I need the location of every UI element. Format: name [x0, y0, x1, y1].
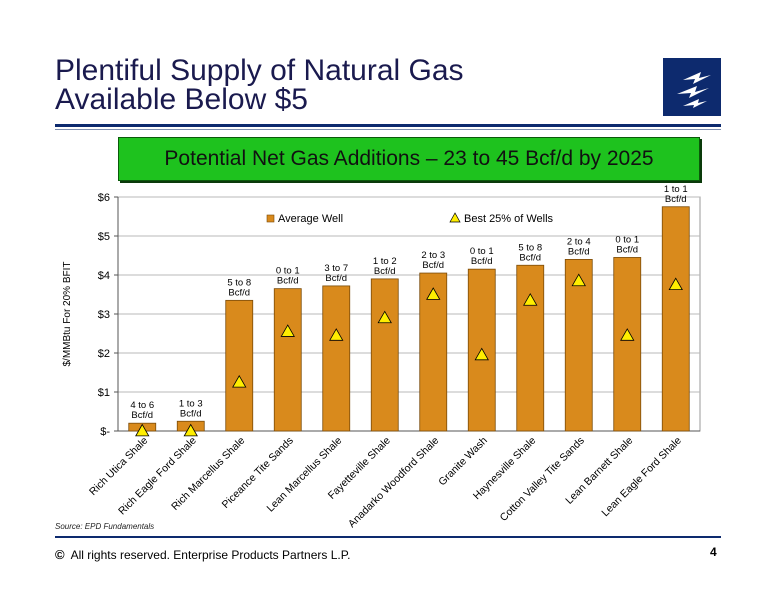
- x-tick-label: Granite Wash: [436, 435, 490, 489]
- y-tick-label: $4: [98, 270, 110, 282]
- best-wells-marker: [620, 328, 635, 341]
- x-tick-label: Lean Eagle Ford Shale: [599, 435, 684, 520]
- bar: [516, 264, 545, 432]
- footer-text: All rights reserved. Enterprise Products…: [70, 548, 351, 562]
- best-wells-marker: [571, 273, 586, 287]
- data-label: Bcf/d: [325, 273, 347, 284]
- bar: [225, 299, 254, 432]
- header-rule-thin: [55, 129, 721, 130]
- legend-swatch-best-wells: [449, 212, 461, 223]
- data-label: Bcf/d: [277, 276, 299, 287]
- data-label: 2 to 3: [421, 250, 445, 261]
- y-tick-label: $5: [98, 231, 110, 243]
- legend-label-average-well: Average Well: [278, 213, 343, 225]
- company-logo-icon: [663, 58, 721, 116]
- header-rule: [55, 124, 721, 127]
- data-label: 1 to 3: [179, 398, 203, 409]
- bar: [661, 206, 690, 432]
- x-tick-label: Anadarko Woodford Shale: [346, 435, 442, 530]
- chart-container: $- $1 $2 $3 $4 $5 $6 $/MMBtu For 20% BFIT 4 to 6…: [0, 184, 776, 530]
- y-tick-label: $-: [100, 426, 110, 438]
- y-tick-label: $3: [98, 309, 110, 321]
- lightning-logo-icon: [677, 72, 711, 108]
- data-label: 1 to 2: [373, 256, 397, 267]
- data-label: Bcf/d: [422, 260, 444, 271]
- data-label: Bcf/d: [228, 287, 250, 298]
- footer: © All rights reserved. Enterprise Product…: [55, 547, 351, 562]
- y-tick-label: $1: [98, 387, 110, 399]
- bar: [273, 288, 302, 432]
- data-label: 0 to 1: [276, 266, 300, 277]
- legend-label-best-wells: Best 25% of Wells: [464, 213, 554, 225]
- data-label: 5 to 8: [227, 277, 251, 288]
- data-label: 5 to 8: [518, 242, 542, 253]
- data-label: Bcf/d: [131, 410, 153, 421]
- title-line-1: Plentiful Supply of Natural Gas: [55, 54, 464, 87]
- best-wells-marker: [232, 374, 247, 388]
- best-wells-marker: [280, 324, 295, 337]
- source-note: Source: EPD Fundamentals: [55, 522, 155, 531]
- title-line-2: Available Below $5: [55, 83, 308, 116]
- bar: [370, 278, 399, 432]
- best-wells-marker: [377, 310, 392, 324]
- best-wells-marker: [474, 347, 489, 361]
- best-wells-marker: [668, 277, 683, 291]
- data-label: Bcf/d: [180, 408, 202, 419]
- x-tick-label: Cotton Valley Tite Sands: [498, 435, 587, 524]
- copyright-icon: ©: [55, 547, 65, 562]
- data-label: 0 to 1: [615, 234, 639, 245]
- bar: [613, 257, 642, 432]
- data-label: Bcf/d: [374, 266, 396, 277]
- page-number: 4: [710, 545, 717, 559]
- y-axis-label: $/MMBtu For 20% BFIT: [62, 261, 73, 366]
- bar: [322, 285, 351, 432]
- best-wells-marker: [183, 423, 198, 437]
- data-label: Bcf/d: [616, 244, 638, 255]
- bar-chart: $- $1 $2 $3 $4 $5 $6 $/MMBtu For 20% BFIT 4 to 6…: [62, 184, 701, 530]
- data-label: Bcf/d: [665, 194, 687, 205]
- data-label: 0 to 1: [470, 246, 494, 257]
- data-label: 3 to 7: [324, 263, 348, 274]
- data-label: 2 to 4: [567, 236, 591, 247]
- data-label: Bcf/d: [568, 246, 590, 257]
- bar: [564, 259, 593, 432]
- data-label: 1 to 1: [664, 185, 688, 195]
- page-title: Plentiful Supply of Natural Gas Availabl…: [55, 54, 464, 116]
- best-wells-marker: [135, 423, 150, 437]
- y-tick-label: $6: [98, 192, 110, 204]
- footer-rule: [55, 536, 721, 538]
- data-label: Bcf/d: [519, 252, 541, 263]
- data-label: Bcf/d: [471, 256, 493, 267]
- data-label: 4 to 6: [130, 400, 154, 411]
- best-wells-marker: [523, 293, 538, 306]
- best-wells-marker: [329, 328, 344, 341]
- legend-swatch-average-well: [266, 214, 275, 223]
- best-wells-marker: [426, 287, 441, 300]
- y-tick-label: $2: [98, 348, 110, 360]
- summary-banner: Potential Net Gas Additions – 23 to 45 B…: [118, 137, 700, 181]
